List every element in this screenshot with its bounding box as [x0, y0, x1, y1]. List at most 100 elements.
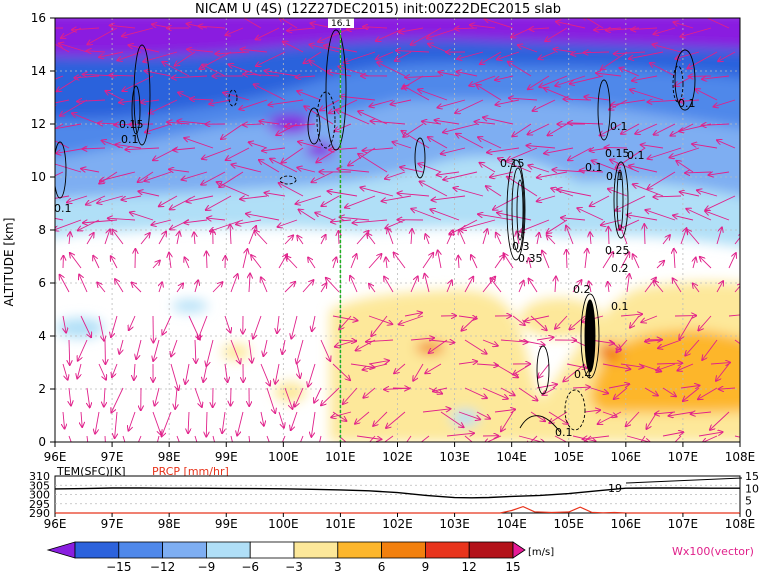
wind-vector	[187, 24, 208, 29]
wind-vector	[287, 28, 316, 31]
wind-vector	[55, 43, 70, 53]
wind-vector	[151, 219, 172, 225]
wind-vector	[400, 167, 424, 173]
wind-vector	[496, 233, 502, 245]
wind-vector	[241, 49, 268, 52]
wind-vector	[518, 281, 524, 293]
wind-vector	[626, 411, 640, 426]
wind-vector	[611, 99, 646, 105]
wind-vector	[55, 123, 64, 130]
wind-vector	[590, 232, 591, 245]
wind-vector	[532, 99, 556, 111]
wind-vector	[334, 123, 352, 131]
wind-vector	[461, 315, 478, 331]
x-tick-label: 101E	[325, 450, 356, 464]
wind-vector	[518, 45, 538, 53]
wind-vector	[440, 411, 464, 427]
wind-vector	[685, 339, 700, 356]
wind-vector	[422, 409, 450, 413]
wind-vector	[709, 172, 730, 175]
wind-vector	[255, 231, 268, 245]
wind-vector	[388, 229, 394, 245]
wind-vector	[194, 232, 195, 245]
wind-vector	[369, 284, 376, 293]
colorbar-tick-label: −3	[285, 560, 303, 574]
contour-label: 0.1	[585, 161, 603, 174]
wind-vector	[464, 339, 487, 354]
wind-vector	[111, 315, 118, 337]
wind-vector	[509, 98, 538, 100]
colorbar-swatch	[74, 541, 120, 559]
wind-vector	[441, 147, 466, 154]
contour-label: 0.15	[500, 157, 525, 170]
wind-vector	[368, 361, 389, 365]
wind-vector	[635, 123, 658, 134]
wind-vector	[285, 124, 316, 126]
wind-vector	[153, 339, 160, 361]
wind-vector	[632, 75, 658, 81]
wind-vector	[111, 256, 118, 269]
wind-vector	[656, 363, 676, 371]
contour-label: 0.15	[119, 118, 144, 131]
chart-title: NICAM U (4S) (12Z27DEC2015) init:00Z22DE…	[195, 2, 561, 17]
wind-vector	[572, 280, 582, 293]
wind-vector	[568, 147, 592, 160]
wind-vector	[570, 75, 604, 84]
wind-vector	[198, 26, 226, 28]
wind-vector	[608, 384, 629, 389]
wind-vector	[63, 315, 66, 333]
wind-vector	[350, 254, 357, 269]
surface-annotation: 19	[608, 482, 622, 495]
precip-tick-label: 15	[745, 470, 759, 483]
wind-vector	[503, 253, 514, 269]
wind-vector	[662, 432, 683, 437]
wind-vector	[249, 274, 250, 293]
wind-vector	[590, 387, 608, 393]
contour-label: 0.1	[606, 170, 624, 183]
wind-vector	[318, 27, 352, 42]
wind-vector	[173, 148, 196, 150]
wind-vector	[673, 215, 694, 221]
wind-vector	[411, 209, 442, 221]
wind-vector	[230, 435, 233, 442]
wind-vector	[629, 166, 658, 173]
wind-vector	[493, 195, 520, 210]
wind-vector	[482, 229, 487, 245]
temp-tick-label: 295	[29, 498, 50, 511]
wind-vector	[418, 164, 442, 173]
wind-vector	[710, 411, 730, 430]
wind-vector	[702, 75, 730, 79]
wind-vector	[98, 363, 106, 380]
wind-vector	[537, 233, 539, 245]
wind-vector	[673, 22, 694, 29]
wind-vector	[140, 233, 150, 245]
wind-vector	[494, 409, 515, 412]
wind-vector	[537, 195, 556, 201]
wind-vector	[130, 212, 154, 221]
surface-annotation-arrow	[625, 477, 743, 484]
wind-vector	[169, 253, 171, 269]
wind-vector	[490, 278, 502, 293]
wind-vector	[697, 190, 718, 197]
wind-vector	[568, 123, 604, 124]
wind-vector	[698, 432, 723, 437]
wind-vector	[237, 411, 244, 435]
wind-vector	[658, 339, 682, 348]
wind-vector	[683, 387, 700, 401]
wind-vector	[184, 220, 208, 223]
wind-vector	[195, 280, 198, 293]
wind-vector	[115, 144, 142, 149]
colorbar-tick-label: 9	[422, 560, 430, 574]
wind-vector	[201, 171, 226, 185]
wind-vector	[67, 195, 88, 202]
wind-vector	[429, 339, 448, 353]
wind-vector	[495, 75, 514, 80]
wind-vector	[548, 411, 568, 424]
wind-vector	[619, 68, 640, 77]
wind-vector	[516, 232, 519, 245]
wind-vector	[459, 230, 466, 245]
wind-vector	[418, 90, 448, 101]
wind-vector	[68, 435, 72, 442]
wind-vector	[446, 280, 452, 293]
wind-vector	[86, 233, 94, 245]
